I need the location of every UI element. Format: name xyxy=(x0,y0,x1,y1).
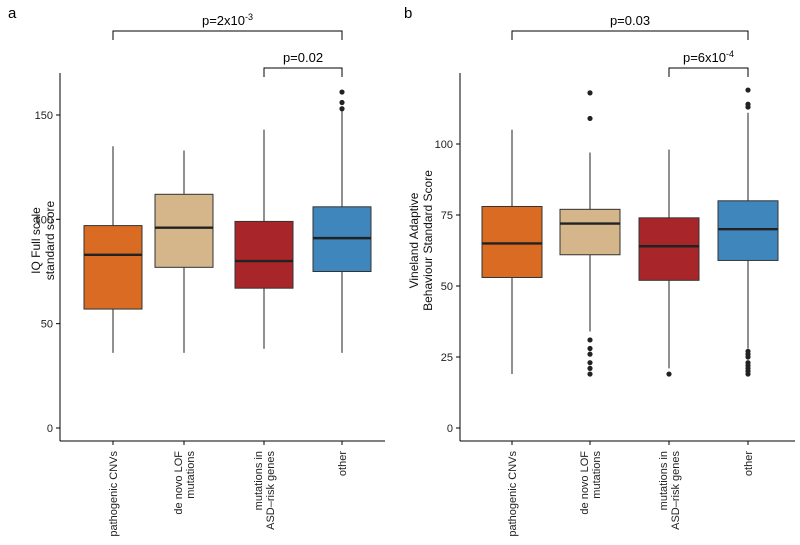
x-tick-label: de novo LOF xyxy=(579,451,591,515)
x-tick-label: mutations in xyxy=(253,451,265,510)
p-value-label: p=2x10-3 xyxy=(202,12,253,28)
y-tick-label: 50 xyxy=(41,319,53,331)
box-body xyxy=(83,225,143,310)
box-group xyxy=(638,149,700,377)
p-value-text: p=2x10 xyxy=(202,13,245,28)
box-group xyxy=(312,89,372,353)
y-axis-label: IQ Full scalestandard score xyxy=(29,200,57,280)
outlier-point xyxy=(745,348,751,354)
outlier-point xyxy=(666,371,672,377)
p-value-label: p=6x10-4 xyxy=(683,49,734,65)
significance-bracket xyxy=(668,67,749,77)
box-body xyxy=(481,205,543,278)
panel-b-vineland-boxplot: b Vineland AdaptiveBehaviour Standard Sco… xyxy=(404,5,795,537)
box-body xyxy=(559,208,621,256)
outlier-point xyxy=(745,360,751,366)
y-tick-label: 100 xyxy=(435,139,453,151)
p-value-label: p=0.02 xyxy=(283,50,323,65)
p-value-text: p=0.03 xyxy=(610,13,650,28)
y-axis-label-line: IQ Full scale xyxy=(29,207,43,274)
x-tick-label: other xyxy=(337,451,349,476)
y-tick-label: 0 xyxy=(47,423,53,435)
box-group xyxy=(559,90,621,377)
box-body xyxy=(234,220,294,289)
panel-label: b xyxy=(404,5,412,22)
outlier-point xyxy=(587,371,593,377)
outlier-point xyxy=(745,101,751,107)
box-group xyxy=(83,146,143,353)
significance-bracket xyxy=(112,30,343,40)
y-tick-label: 50 xyxy=(441,281,453,293)
significance-bracket xyxy=(263,67,343,77)
y-tick-label: 150 xyxy=(35,110,53,122)
panel-a-iq-boxplot: a IQ Full scalestandard score 0 50 100 150 pat… xyxy=(8,5,385,537)
y-tick-label: 25 xyxy=(441,352,453,364)
p-value-exponent: -4 xyxy=(726,49,734,59)
y-tick-label: 100 xyxy=(35,214,53,226)
x-tick-label: pathogenic CNVs xyxy=(507,451,519,537)
x-tick-label: mutations xyxy=(185,451,197,499)
x-tick-label: ASD–risk genes xyxy=(265,451,277,530)
x-tick-label: pathogenic CNVs xyxy=(108,451,120,537)
y-axis-label-line: Vineland Adaptive xyxy=(407,192,421,288)
x-tick-label: other xyxy=(743,451,755,476)
y-tick-label: 75 xyxy=(441,210,453,222)
outlier-point xyxy=(339,99,345,106)
box-body xyxy=(717,200,779,261)
outlier-point xyxy=(339,106,345,112)
box-group xyxy=(154,150,214,353)
box-group xyxy=(234,129,294,349)
box-group xyxy=(481,129,543,375)
outlier-point xyxy=(339,89,345,95)
outlier-point xyxy=(587,345,593,352)
y-axis-label-line: Behaviour Standard Score xyxy=(421,170,435,311)
x-tick-label: mutations xyxy=(591,451,603,499)
y-tick-label: 0 xyxy=(447,423,453,435)
box-group xyxy=(717,87,779,377)
x-tick-label: ASD–risk genes xyxy=(670,451,682,530)
outlier-point xyxy=(587,337,593,343)
outlier-point xyxy=(587,351,593,357)
outlier-point xyxy=(587,365,593,371)
significance-bracket xyxy=(511,30,749,40)
p-value-text: p=0.02 xyxy=(283,50,323,65)
outlier-point xyxy=(587,115,593,122)
outlier-point xyxy=(587,90,593,96)
panel-label: a xyxy=(8,5,17,22)
p-value-exponent: -3 xyxy=(245,12,253,22)
box-body xyxy=(154,193,214,268)
box-body xyxy=(638,217,700,281)
y-axis-label: Vineland AdaptiveBehaviour Standard Scor… xyxy=(407,170,435,311)
outlier-point xyxy=(587,360,593,366)
p-value-label: p=0.03 xyxy=(610,13,650,28)
x-tick-label: de novo LOF xyxy=(173,451,185,515)
x-tick-label: mutations in xyxy=(658,451,670,510)
p-value-text: p=6x10 xyxy=(683,50,726,65)
outlier-point xyxy=(745,87,751,93)
y-axis-label-line: standard score xyxy=(43,200,57,280)
